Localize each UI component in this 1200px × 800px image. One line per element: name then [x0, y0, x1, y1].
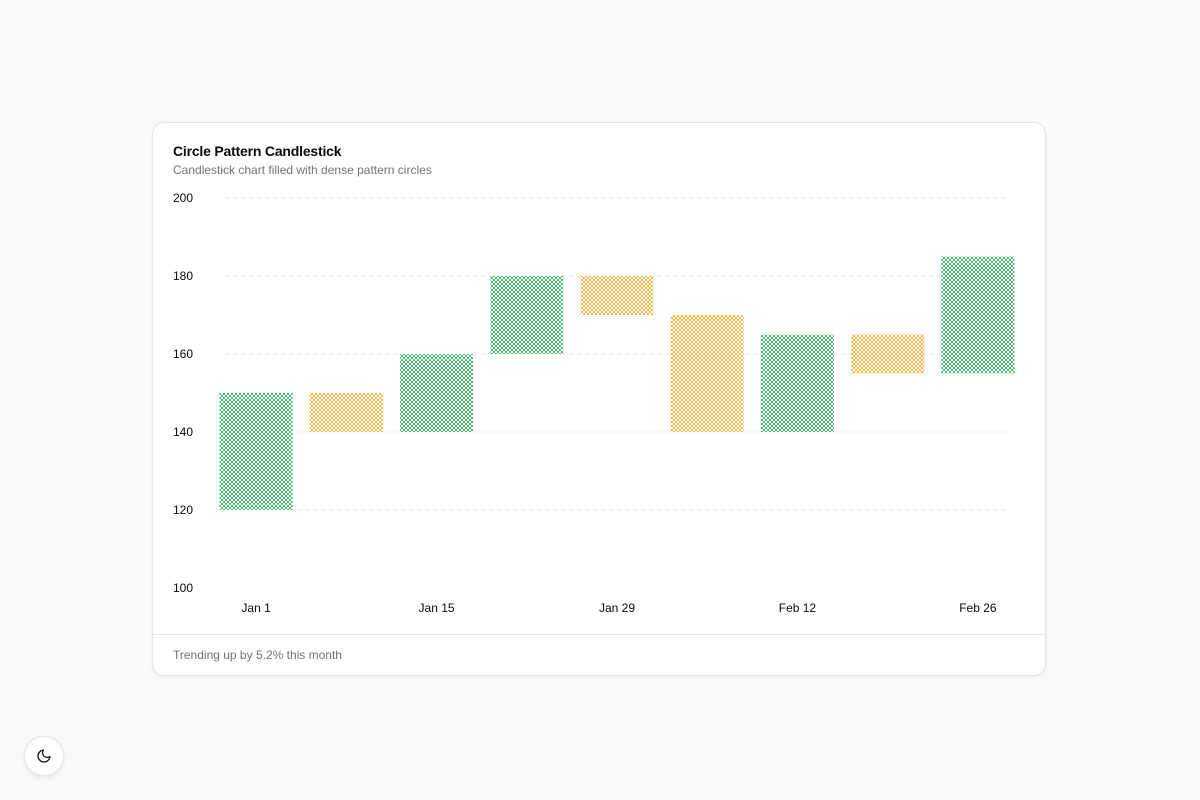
x-tick-label: Jan 15 — [419, 601, 455, 615]
card-footer: Trending up by 5.2% this month — [153, 634, 1045, 675]
chart-subtitle: Candlestick chart filled with dense patt… — [173, 163, 432, 177]
y-axis-ticks: 100 120 140 160 180 200 — [173, 191, 193, 595]
x-tick-label: Jan 29 — [599, 601, 635, 615]
y-tick-label: 160 — [173, 347, 193, 361]
y-tick-label: 200 — [173, 191, 193, 205]
x-tick-label: Jan 1 — [241, 601, 271, 615]
candle-up[interactable] — [760, 334, 834, 433]
y-tick-label: 100 — [173, 581, 193, 595]
candle-down[interactable] — [309, 393, 383, 432]
x-tick-label: Feb 26 — [959, 601, 997, 615]
candle-up[interactable] — [941, 256, 1015, 374]
y-tick-label: 120 — [173, 503, 193, 517]
candlestick-chart: 100 120 140 160 180 200 Jan 1 Jan 15 Jan 29 Feb … — [173, 191, 1015, 615]
chart-title: Circle Pattern Candlestick — [173, 143, 342, 159]
candle-up[interactable] — [219, 393, 293, 510]
candle-down[interactable] — [851, 334, 925, 374]
moon-icon — [36, 748, 52, 764]
y-tick-label: 140 — [173, 425, 193, 439]
x-axis-ticks: Jan 1 Jan 15 Jan 29 Feb 12 Feb 26 — [241, 601, 996, 615]
theme-toggle-button[interactable] — [24, 736, 64, 776]
card-header: Circle Pattern Candlestick Candlestick c… — [173, 141, 432, 179]
x-tick-label: Feb 12 — [779, 601, 817, 615]
chart-area: 100 120 140 160 180 200 Jan 1 Jan 15 Jan 29 Feb … — [153, 123, 1045, 637]
candle-down[interactable] — [580, 276, 654, 315]
candle-up[interactable] — [400, 354, 474, 432]
candles — [219, 256, 1015, 510]
y-tick-label: 180 — [173, 269, 193, 283]
candle-up[interactable] — [490, 276, 564, 354]
candle-down[interactable] — [670, 315, 744, 432]
chart-card: Circle Pattern Candlestick Candlestick c… — [152, 122, 1046, 676]
